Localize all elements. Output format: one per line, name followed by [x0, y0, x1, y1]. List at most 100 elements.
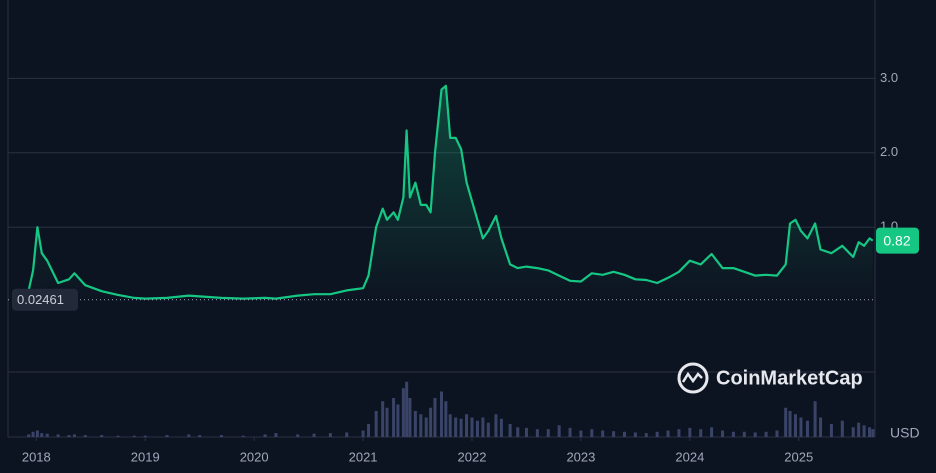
volume-bar — [433, 398, 437, 437]
volume-bar — [429, 407, 433, 437]
x-tick-label: 2024 — [675, 449, 704, 464]
volume-bar — [296, 434, 300, 437]
x-tick-label: 2019 — [131, 449, 160, 464]
volume-bar — [633, 432, 637, 437]
volume-bar — [590, 429, 594, 437]
volume-bar — [219, 435, 223, 437]
plot — [8, 77, 875, 441]
currency-label: USD — [890, 425, 920, 441]
volume-bar — [622, 431, 626, 437]
volume-bar — [868, 427, 872, 437]
volume-bar — [753, 432, 757, 437]
x-tick-label: 2021 — [349, 449, 378, 464]
volume-bar — [579, 430, 583, 437]
volume-bar — [45, 433, 49, 437]
volume-bar — [742, 431, 746, 437]
volume-bar — [557, 425, 561, 437]
volume-bar — [116, 435, 120, 437]
volume-bar — [374, 411, 378, 437]
volume-bar — [813, 401, 817, 437]
volume-bar — [819, 417, 823, 437]
x-tick-label: 2020 — [240, 449, 269, 464]
volume-bar — [405, 381, 409, 437]
volume-bar — [799, 417, 803, 437]
y-tick-label: 3.0 — [880, 70, 898, 85]
volume-bar — [524, 427, 528, 437]
volume-bar — [499, 418, 503, 437]
volume-bar — [829, 424, 833, 437]
volume-bar — [677, 429, 681, 437]
x-tick-label: 2018 — [22, 449, 51, 464]
volume-bar — [454, 417, 458, 437]
volume-bar — [419, 414, 423, 437]
x-tick-label: 2023 — [566, 449, 595, 464]
volume-bar — [187, 434, 191, 437]
volume-bar — [655, 431, 659, 437]
volume-bar — [385, 407, 389, 437]
volume-bar — [392, 398, 396, 437]
volume-bar — [601, 430, 605, 437]
volume-bar — [424, 417, 428, 437]
volume-bar — [788, 411, 792, 437]
volume-bar — [408, 398, 412, 437]
volume-bar — [508, 424, 512, 437]
volume-bar — [143, 435, 147, 437]
volume-bar — [345, 432, 349, 437]
volume-bar — [470, 417, 474, 437]
volume-bar — [312, 433, 316, 437]
volume-bar — [72, 434, 76, 437]
current-badge — [876, 227, 919, 254]
volume-bar — [198, 435, 202, 437]
volume-bar — [481, 417, 485, 437]
volume-bar — [775, 430, 779, 437]
volume-bar — [67, 435, 71, 437]
volume-bar — [367, 424, 371, 437]
volume-bar — [793, 414, 797, 437]
volume-bar — [413, 411, 417, 437]
volume-bar — [100, 435, 104, 437]
area-fill — [28, 85, 873, 302]
volume-bar — [381, 401, 385, 437]
volume-bar — [274, 433, 278, 437]
volume-bar — [486, 422, 490, 437]
volume-bar — [132, 435, 136, 437]
x-tick-label: 2022 — [458, 449, 487, 464]
watermark-text: CoinMarketCap — [716, 367, 863, 389]
current-label: 0.82 — [883, 232, 910, 248]
volume-bar — [35, 430, 39, 437]
volume-bar — [31, 431, 35, 437]
volume-bar — [56, 434, 60, 437]
x-tick-label: 2025 — [784, 449, 813, 464]
volume-bar — [396, 404, 400, 437]
volume-bar — [644, 433, 648, 437]
volume-bar — [459, 418, 463, 437]
volume-bar — [546, 429, 550, 437]
volume-bar — [494, 414, 498, 437]
volume-bar — [871, 429, 875, 437]
volume-bar — [857, 422, 861, 437]
volume-bar — [448, 414, 452, 437]
reference-label: 0.02461 — [17, 292, 64, 307]
volume-bar — [840, 420, 844, 437]
volume-bar — [465, 414, 469, 437]
volume-bar — [731, 431, 735, 437]
volume-bar — [241, 435, 245, 437]
volume-bar — [328, 433, 332, 437]
volume-bar — [165, 435, 169, 437]
volume-bar — [401, 388, 405, 437]
volume-bar — [710, 427, 714, 437]
price-line — [27, 84, 874, 300]
volume-bar — [666, 430, 670, 437]
volume-bar — [851, 427, 855, 437]
volume-bar — [361, 430, 365, 437]
volume-bar — [784, 407, 788, 437]
volume-bar — [27, 434, 31, 437]
volume-bar — [263, 434, 267, 437]
y-tick-label: 2.0 — [880, 144, 898, 159]
reference-badge — [12, 288, 78, 311]
volume-bar — [764, 431, 768, 437]
volume-bar — [83, 435, 87, 437]
volume-bar — [805, 420, 809, 437]
volume-bar — [862, 425, 866, 437]
